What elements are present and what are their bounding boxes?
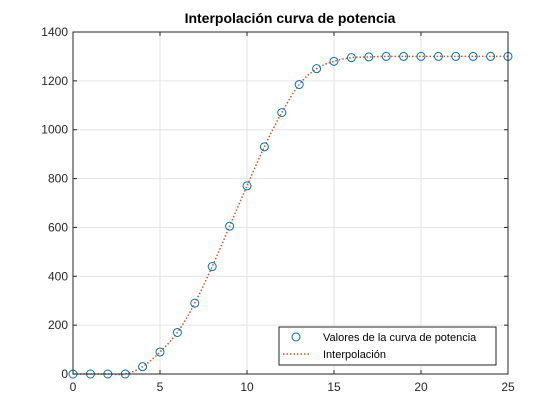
series-line-interpolacion bbox=[72, 55, 508, 376]
x-tick-label: 5 bbox=[157, 380, 164, 394]
y-tick-label: 200 bbox=[48, 318, 68, 332]
data-point-marker bbox=[416, 51, 426, 61]
data-point-marker bbox=[242, 181, 252, 191]
data-point-marker bbox=[190, 298, 200, 308]
x-tick-label: 15 bbox=[327, 380, 341, 394]
data-point-marker bbox=[451, 51, 461, 61]
data-point-marker bbox=[312, 64, 322, 74]
y-tick-label: 400 bbox=[48, 269, 68, 283]
chart-title: Interpolación curva de potencia bbox=[185, 10, 396, 26]
plot-area bbox=[73, 32, 508, 374]
y-tick-label: 0 bbox=[61, 367, 68, 381]
y-tick-label: 1000 bbox=[41, 123, 68, 137]
axes-box bbox=[72, 31, 509, 375]
data-point-marker bbox=[225, 221, 235, 231]
legend-box bbox=[278, 326, 497, 366]
ticks: 0 5 10 15 20 25 0 200 400 600 800 1000 1200 1400 bbox=[41, 25, 515, 394]
data-point-marker bbox=[207, 262, 217, 272]
legend: Valores de la curva de potencia Interpol… bbox=[278, 326, 497, 366]
data-point-marker bbox=[277, 108, 287, 118]
x-tick-label: 0 bbox=[70, 380, 77, 394]
data-point-marker bbox=[259, 142, 269, 152]
data-point-marker bbox=[155, 347, 165, 357]
grid bbox=[73, 32, 508, 374]
x-tick-label: 10 bbox=[240, 380, 254, 394]
data-point-marker bbox=[364, 52, 374, 62]
data-point-marker bbox=[468, 51, 478, 61]
legend-marker-circle bbox=[291, 332, 301, 342]
data-point-marker bbox=[399, 51, 409, 61]
data-point-marker bbox=[346, 53, 356, 63]
x-tick-label: 20 bbox=[414, 380, 428, 394]
data-point-marker bbox=[294, 80, 304, 90]
data-point-marker bbox=[486, 51, 496, 61]
data-point-marker bbox=[381, 51, 391, 61]
y-tick-label: 1200 bbox=[41, 74, 68, 88]
data-point-marker bbox=[172, 327, 182, 337]
legend-label-interpolacion: Interpolación bbox=[323, 349, 386, 361]
data-point-marker bbox=[329, 56, 339, 66]
y-tick-label: 800 bbox=[48, 172, 68, 186]
x-tick-label: 25 bbox=[501, 380, 515, 394]
y-tick-label: 600 bbox=[48, 220, 68, 234]
legend-label-valores: Valores de la curva de potencia bbox=[323, 332, 477, 344]
data-point-marker bbox=[433, 51, 443, 61]
y-tick-label: 1400 bbox=[41, 25, 68, 39]
data-point-marker bbox=[138, 362, 148, 372]
